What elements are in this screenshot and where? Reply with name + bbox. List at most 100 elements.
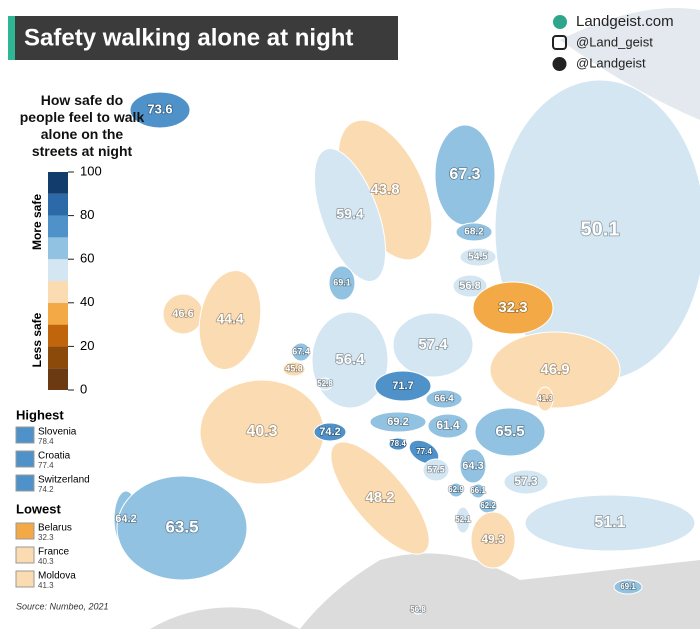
region bbox=[129, 91, 191, 129]
region-value: 67.3 bbox=[449, 166, 480, 183]
title-box bbox=[8, 16, 398, 60]
country-value: 40.3 bbox=[38, 557, 54, 566]
region bbox=[452, 274, 488, 298]
region-value: 56.8 bbox=[410, 605, 426, 614]
region bbox=[489, 331, 621, 409]
credit: @Landgeist bbox=[576, 55, 646, 70]
region-value: 67.4 bbox=[292, 346, 310, 356]
region-value: 66.4 bbox=[434, 394, 454, 405]
flag bbox=[15, 522, 35, 540]
region-value: 64.3 bbox=[462, 460, 483, 472]
country-value: 41.3 bbox=[38, 581, 54, 590]
region bbox=[455, 222, 493, 242]
region-value: 57.3 bbox=[514, 474, 538, 488]
region-value: 57.5 bbox=[427, 464, 445, 474]
legend-band bbox=[48, 172, 68, 194]
legend-tick-label: 100 bbox=[80, 163, 102, 178]
region-value: 52.1 bbox=[455, 515, 471, 524]
legend-band bbox=[48, 368, 68, 390]
region bbox=[392, 312, 474, 378]
source: Source: Numbeo, 2021 bbox=[16, 601, 109, 611]
region bbox=[313, 148, 387, 282]
more-safe: More safe bbox=[30, 194, 44, 250]
region bbox=[388, 437, 408, 451]
region bbox=[282, 361, 306, 377]
country-value: 77.4 bbox=[38, 461, 54, 470]
credit: Landgeist.com bbox=[576, 13, 674, 30]
region bbox=[198, 269, 262, 371]
region bbox=[330, 441, 430, 555]
region-value: 57.4 bbox=[418, 336, 448, 353]
region-value: 49.3 bbox=[481, 532, 505, 546]
title-accent bbox=[8, 16, 15, 60]
country-name: Slovenia bbox=[38, 427, 77, 438]
region-value: 65.5 bbox=[495, 423, 524, 440]
legend-band bbox=[48, 281, 68, 303]
country-name: Switzerland bbox=[38, 475, 90, 486]
legend-band bbox=[48, 324, 68, 347]
highest-label: Highest bbox=[16, 407, 64, 422]
flag bbox=[15, 474, 35, 492]
region bbox=[369, 411, 427, 433]
region-value: 61.4 bbox=[436, 418, 460, 432]
region bbox=[427, 413, 469, 439]
country-name: Croatia bbox=[38, 451, 71, 462]
region-value: 66.1 bbox=[470, 486, 486, 495]
region-value: 78.4 bbox=[390, 439, 406, 448]
region-value: 77.4 bbox=[416, 447, 432, 456]
legend-tick-label: 40 bbox=[80, 294, 94, 309]
legend-band bbox=[48, 259, 68, 281]
region-value: 64.2 bbox=[115, 513, 136, 525]
legend-tick-label: 80 bbox=[80, 207, 94, 222]
country-name: Moldova bbox=[38, 571, 76, 582]
region-value: 51.1 bbox=[594, 514, 625, 531]
region bbox=[459, 448, 487, 484]
region bbox=[422, 458, 450, 482]
legend-tick-label: 60 bbox=[80, 251, 94, 266]
region bbox=[613, 579, 643, 595]
region-value: 68.2 bbox=[464, 227, 484, 238]
twitter-icon bbox=[552, 57, 567, 71]
legend-title: How safe do people feel to walk alone on… bbox=[19, 92, 145, 159]
flag bbox=[15, 570, 35, 588]
country-name: France bbox=[38, 547, 70, 558]
less-safe: Less safe bbox=[30, 312, 44, 367]
country-name: Belarus bbox=[38, 523, 72, 534]
region bbox=[116, 475, 248, 581]
region bbox=[524, 494, 696, 552]
region-value: 44.4 bbox=[216, 311, 243, 327]
region bbox=[470, 483, 486, 499]
region bbox=[291, 342, 311, 362]
region-value: 48.2 bbox=[365, 489, 394, 506]
region-value: 73.6 bbox=[147, 101, 172, 116]
country-value: 74.2 bbox=[38, 485, 54, 494]
region-value: 46.6 bbox=[172, 308, 193, 320]
region-value: 43.8 bbox=[370, 181, 399, 198]
region-value: 54.5 bbox=[468, 252, 488, 263]
flag bbox=[15, 450, 35, 468]
region-value: 56.4 bbox=[335, 351, 365, 368]
region bbox=[459, 247, 497, 267]
legend-band bbox=[48, 237, 68, 260]
region-value: 56.8 bbox=[459, 280, 480, 292]
region-value: 46.9 bbox=[540, 361, 569, 378]
legend-band bbox=[48, 215, 68, 238]
legend-tick-label: 0 bbox=[80, 381, 87, 396]
region bbox=[374, 370, 432, 402]
title: Safety walking alone at night bbox=[24, 24, 353, 51]
legend-band bbox=[48, 302, 68, 325]
region bbox=[470, 511, 516, 569]
region bbox=[536, 386, 554, 412]
region bbox=[425, 389, 463, 409]
region-value: 62.9 bbox=[448, 485, 464, 494]
region bbox=[317, 377, 333, 391]
region bbox=[328, 265, 356, 301]
legend-tick-label: 20 bbox=[80, 338, 94, 353]
region-value: 62.2 bbox=[480, 501, 496, 510]
region bbox=[455, 506, 471, 534]
credit: @Land_geist bbox=[576, 34, 653, 49]
region bbox=[412, 605, 424, 615]
region-value: 59.4 bbox=[336, 206, 363, 222]
region-value: 45.8 bbox=[285, 363, 303, 373]
